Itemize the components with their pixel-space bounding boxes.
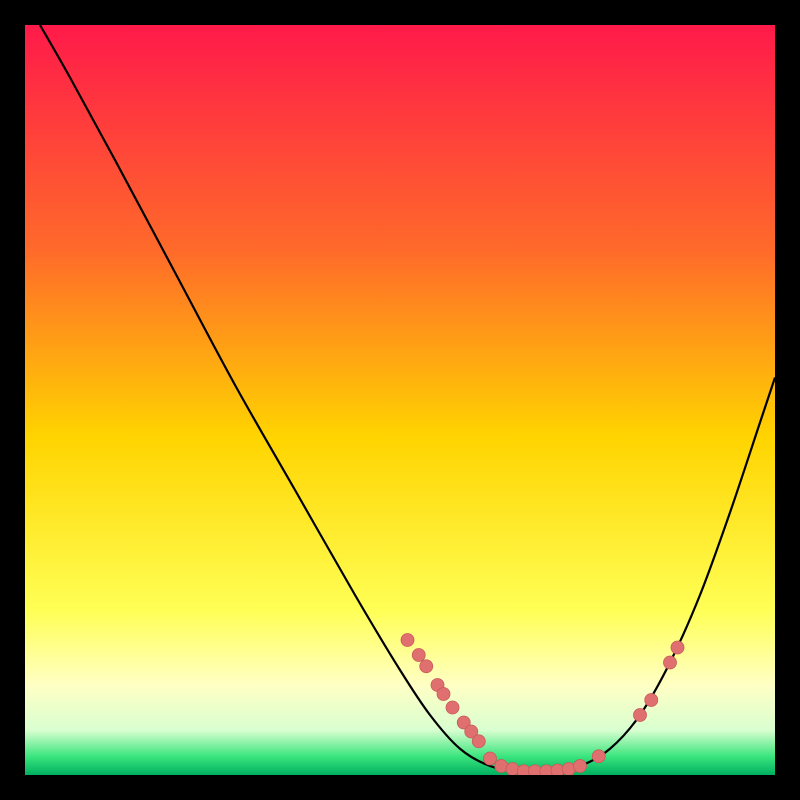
data-marker xyxy=(401,634,414,647)
data-marker xyxy=(412,649,425,662)
gradient-background xyxy=(25,25,775,775)
data-marker xyxy=(671,641,684,654)
data-marker xyxy=(437,688,450,701)
data-marker xyxy=(420,660,433,673)
chart-frame xyxy=(0,775,800,800)
data-marker xyxy=(506,763,519,776)
data-marker xyxy=(664,656,677,669)
chart-frame xyxy=(0,0,800,25)
chart-frame xyxy=(775,0,800,800)
data-marker xyxy=(634,709,647,722)
bottleneck-chart xyxy=(25,25,775,775)
data-marker xyxy=(472,735,485,748)
data-marker xyxy=(484,752,497,765)
data-marker xyxy=(574,760,587,773)
data-marker xyxy=(446,701,459,714)
data-marker xyxy=(645,694,658,707)
data-marker xyxy=(592,750,605,763)
chart-frame xyxy=(0,0,25,800)
